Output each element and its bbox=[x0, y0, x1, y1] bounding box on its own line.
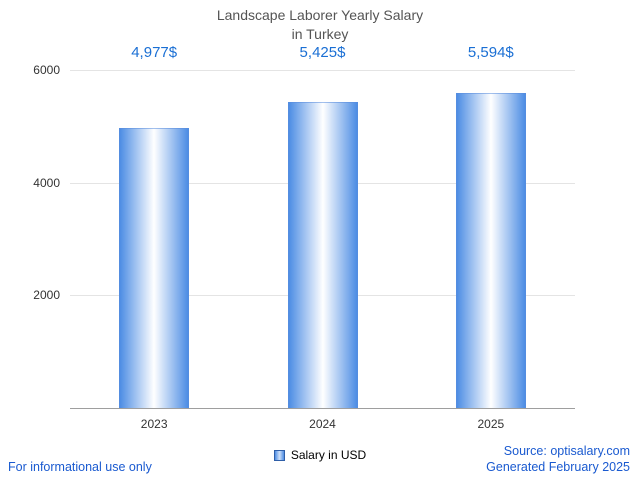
x-axis-label-2024: 2024 bbox=[309, 417, 336, 431]
x-axis-label-2023: 2023 bbox=[140, 417, 168, 431]
legend: Salary in USD bbox=[0, 448, 640, 462]
chart-title-line2: in Turkey bbox=[291, 25, 349, 42]
plot-area: 2000 4000 6000 4,977$ 2023 5,425$ 2024 5,594$ 20… bbox=[33, 44, 575, 431]
source-link[interactable]: Source: optisalary.com bbox=[503, 443, 630, 458]
x-axis-label-2025: 2025 bbox=[477, 417, 505, 431]
gridline bbox=[70, 70, 575, 71]
legend-swatch-icon bbox=[273, 449, 285, 461]
y-axis-tick-label: 4000 bbox=[33, 175, 60, 190]
legend-label: Salary in USD bbox=[290, 448, 367, 462]
y-axis-tick-label: 6000 bbox=[33, 63, 60, 77]
y-axis-tick-label: 2000 bbox=[33, 288, 60, 303]
value-label-2025: 5,594$ bbox=[467, 44, 514, 61]
chart-title-line1: Landscape Laborer Yearly Salary bbox=[216, 7, 424, 23]
bar-2023 bbox=[119, 127, 190, 408]
value-label-2024: 5,425$ bbox=[299, 44, 346, 61]
bar-2024 bbox=[287, 102, 358, 408]
generated-date: Generated February 2025 bbox=[486, 459, 630, 474]
chart-title: Landscape Laborer Yearly Salary in Turke… bbox=[0, 6, 640, 44]
bar-2025 bbox=[455, 92, 526, 408]
value-label-2023: 4,977$ bbox=[131, 44, 178, 61]
source-block: Source: optisalary.com Generated Februar… bbox=[486, 443, 630, 476]
disclaimer-text: For informational use only bbox=[8, 460, 152, 474]
